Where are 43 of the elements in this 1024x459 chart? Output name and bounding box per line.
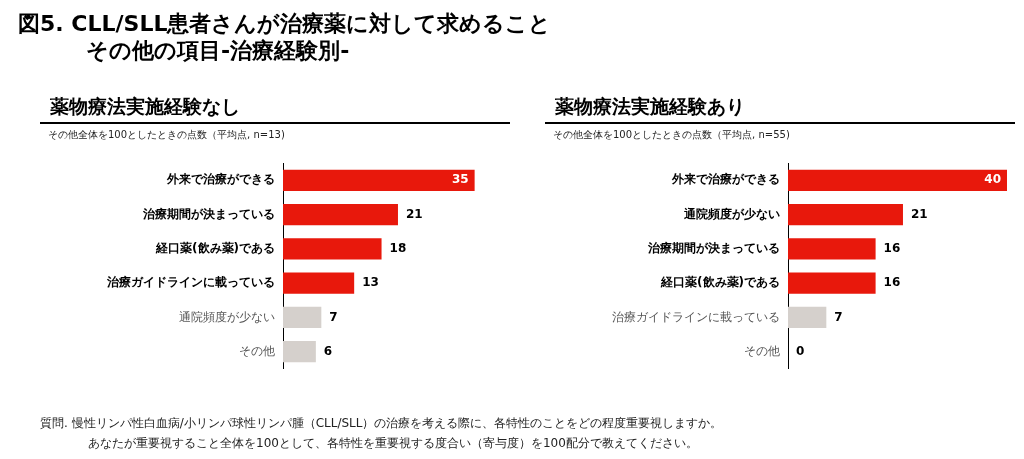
y-tick-label: 経口薬(飲み薬)である [660,275,780,290]
bar [788,272,876,294]
y-tick-label: その他 [239,343,275,358]
bar [788,238,876,260]
bar [788,306,827,329]
y-tick-label: 経口薬(飲み薬)である [155,240,275,255]
bar [283,341,316,363]
bar [283,238,382,260]
data-label: 21 [405,206,423,221]
y-tick-label: 治療ガイドラインに載っている [106,275,275,290]
text: 図5. CLL/SLL患者さんが治療薬に対して求めること [18,10,552,37]
y-tick-label: 治療期間が決まっている [647,240,780,255]
data-label: 16 [883,240,901,255]
y-tick-label: その他 [744,343,780,358]
data-label: 7 [834,309,843,324]
y-tick-label: 治療期間が決まっている [142,206,275,221]
data-label: 40 [984,172,1001,187]
bar [283,169,475,191]
data-label: 35 [451,172,469,187]
bar [788,169,1007,191]
data-label: 6 [323,343,333,358]
y-tick-label: 外来で治療ができる [166,172,275,187]
data-label: 16 [883,275,901,290]
y-tick-label: 通院頻度が少ない [683,206,780,221]
chart-title: 薬物療法実施経験なし [50,94,241,119]
data-label: 7 [329,309,338,324]
text: その他の項目-治療経験別- [85,37,351,64]
data-label: 0 [796,343,805,358]
bar [283,272,355,294]
chart-title: 薬物療法実施経験あり [555,94,746,119]
bar [283,306,322,329]
text: その他全体を100としたときの点数（平均点, n=55) [553,128,791,142]
text: 質問. 慢性リンパ性白血病/小リンパ球性リンパ腫（CLL/SLL）の治療を考える際に、各特性のことをどの程度重要視しますか。 [40,415,723,432]
data-label: 21 [910,206,928,221]
bar [283,203,398,226]
text: あなたが重要視すること全体を100として、各特性を重要視する度合い（寄与度）を100配分で教えてください。 [87,435,699,452]
y-tick-label: 通院頻度が少ない [179,309,275,324]
data-label: 18 [389,240,407,255]
bar [788,203,903,226]
data-label: 13 [362,275,379,290]
y-tick-label: 外来で治療ができる [671,172,780,187]
y-tick-label: 治療ガイドラインに載っている [612,309,780,324]
text: その他全体を100としたときの点数（平均点, n=13) [48,128,286,142]
